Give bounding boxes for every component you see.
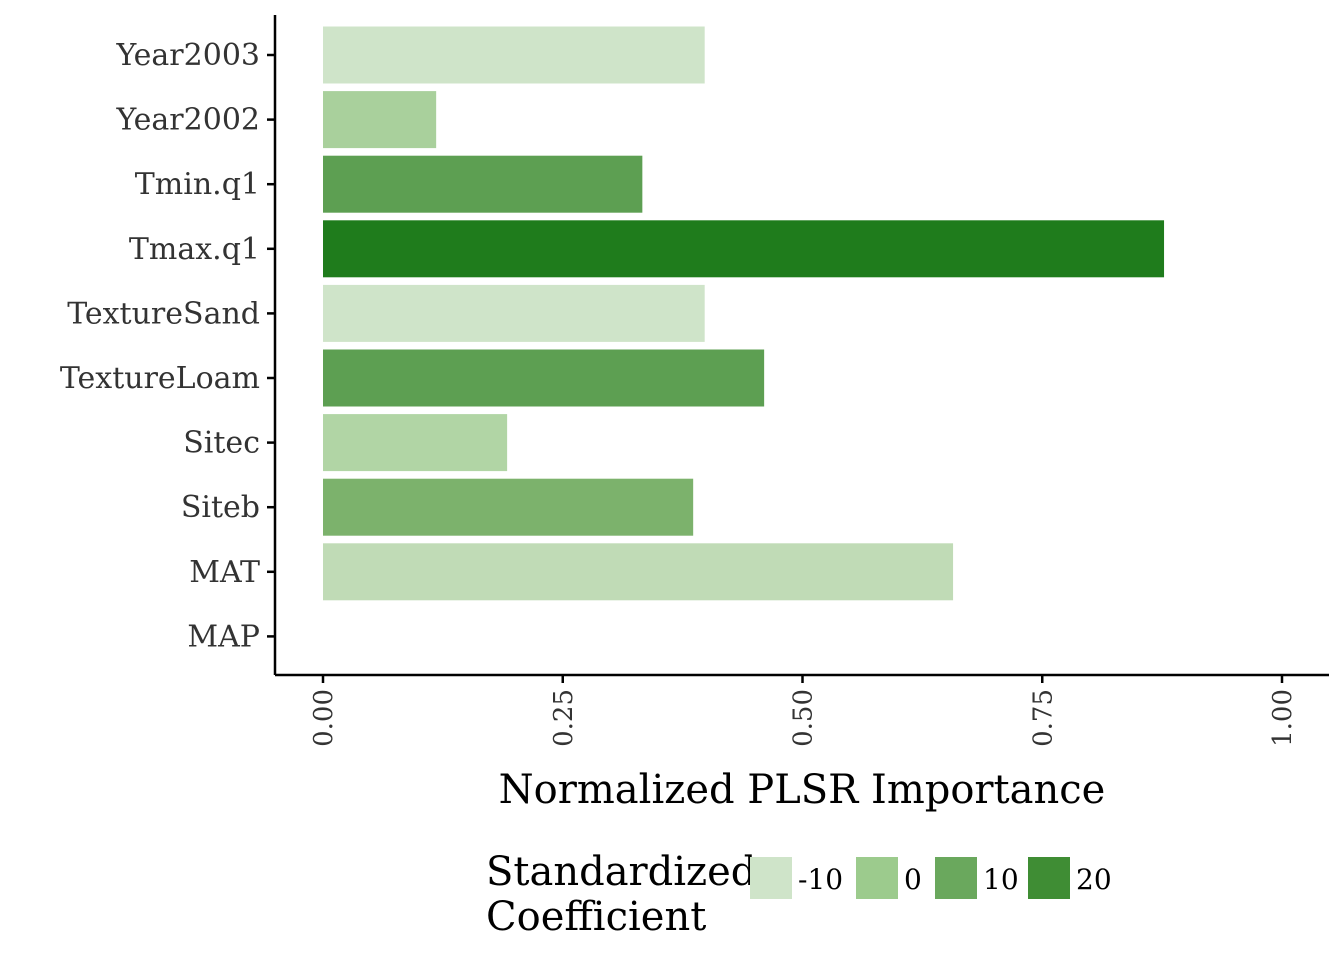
bars-layer xyxy=(323,26,1165,601)
legend-key xyxy=(935,857,977,899)
category-labels: Year2003 Year2002 Tmin.q1 Tmax.q1 TextureSan… xyxy=(60,38,260,654)
category-label: Tmax.q1 xyxy=(129,232,260,267)
bar-year2003 xyxy=(323,26,705,84)
legend-label: 0 xyxy=(904,863,922,896)
category-label: Tmin.q1 xyxy=(135,167,260,202)
category-label: Siteb xyxy=(181,490,260,525)
bar-textureloam xyxy=(323,349,765,407)
legend-label: 20 xyxy=(1076,863,1112,896)
x-axis-title: Normalized PLSR Importance xyxy=(499,767,1106,813)
category-label: MAT xyxy=(189,555,260,590)
x-tick-label: 0.25 xyxy=(549,689,579,747)
bar-year2002 xyxy=(323,91,437,149)
category-label: TextureLoam xyxy=(60,361,260,396)
legend-key xyxy=(856,857,898,899)
legend-title-line-1: Standardized xyxy=(486,849,756,895)
x-tick-label: 0.50 xyxy=(789,689,819,747)
x-tick-label: 0.00 xyxy=(309,689,339,747)
bar-sitec xyxy=(323,414,508,472)
legend: Standardized Coefficient -10 0 10 20 xyxy=(486,849,1112,940)
legend-label: 10 xyxy=(983,863,1019,896)
category-label: Year2002 xyxy=(115,103,260,138)
bar-tmin-q1 xyxy=(323,155,643,213)
bar-texturesand xyxy=(323,284,705,342)
category-label: TextureSand xyxy=(67,296,260,331)
x-tick-label: 0.75 xyxy=(1028,689,1058,747)
x-tick-labels: 0.00 0.25 0.50 0.75 1.00 xyxy=(309,689,1298,747)
x-tick-label: 1.00 xyxy=(1268,689,1298,747)
bar-tmax-q1 xyxy=(323,220,1165,278)
category-label: Sitec xyxy=(183,426,260,461)
legend-title-line-2: Coefficient xyxy=(486,894,706,940)
axes-layer xyxy=(267,15,1329,683)
legend-label: -10 xyxy=(798,863,843,896)
legend-key xyxy=(1028,857,1070,899)
category-label: Year2003 xyxy=(115,38,260,73)
legend-key xyxy=(750,857,792,899)
category-label: MAP xyxy=(187,619,260,654)
bar-siteb xyxy=(323,478,694,536)
bar-mat xyxy=(323,543,954,601)
